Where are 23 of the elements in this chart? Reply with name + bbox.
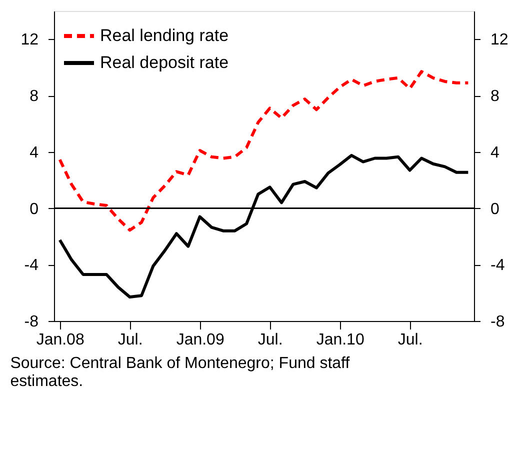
x-tick-label: Jan.10	[316, 332, 364, 348]
y-tick-label: 12	[20, 32, 39, 49]
x-tick-label: Jul.	[258, 332, 283, 348]
legend-label: Real deposit rate	[100, 53, 229, 72]
y-tick-label: -4	[24, 257, 39, 274]
x-tick-label: Jul.	[398, 332, 423, 348]
y2-tick-label: -8	[490, 314, 505, 330]
source-note: Source: Central Bank of Montenegro; Fund staff estimates.	[10, 355, 350, 390]
y2-tick-label: 8	[490, 88, 500, 106]
legend-label: Real lending rate	[100, 26, 229, 45]
y-tick-label: 4	[30, 144, 39, 162]
line-series	[58, 70, 470, 232]
y-tick-label: 0	[30, 200, 39, 218]
x-tick-label: Jul.	[118, 332, 143, 348]
y2-tick-label: 0	[490, 200, 500, 218]
y2-tick-label: 4	[490, 144, 500, 162]
y2-tick-label: 12	[490, 32, 508, 49]
y-tick-label: -8	[24, 314, 39, 330]
x-tick-label: Jan.08	[36, 332, 84, 348]
y2-tick-label: -4	[490, 257, 505, 274]
x-tick-label: Jan.09	[176, 332, 224, 348]
line-series	[58, 154, 470, 299]
y-tick-label: 8	[30, 88, 39, 106]
